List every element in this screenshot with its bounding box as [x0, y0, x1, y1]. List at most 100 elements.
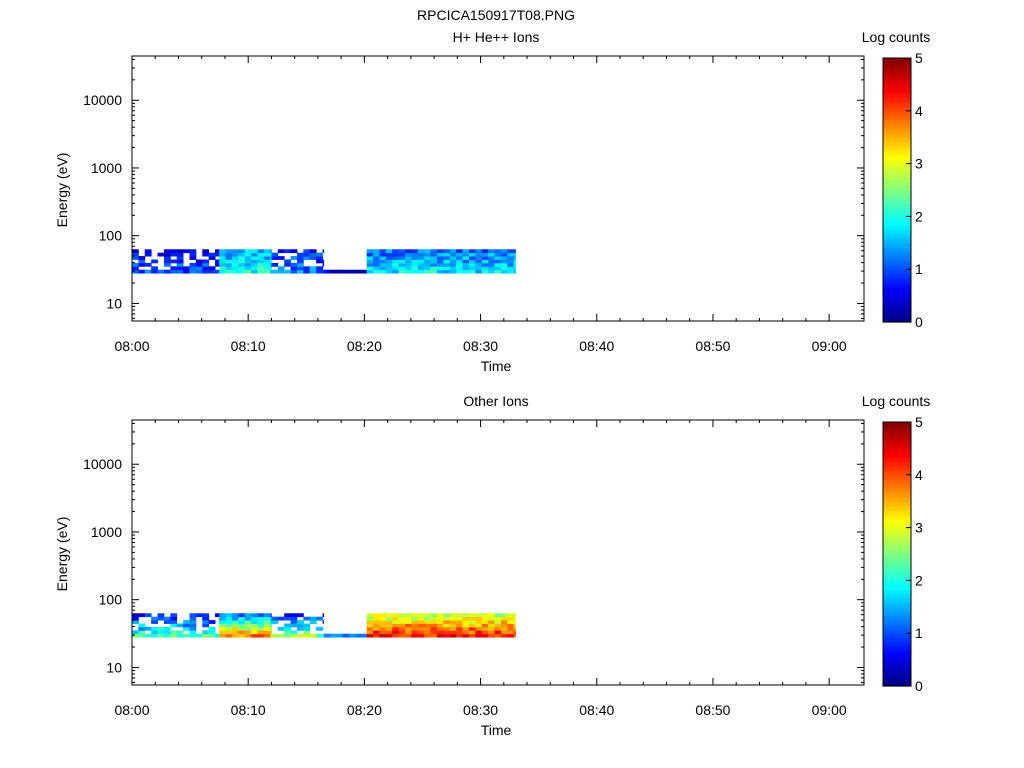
heatmap-cell	[392, 626, 400, 631]
heatmap-cell	[456, 259, 463, 264]
heatmap-cell	[488, 626, 495, 631]
heatmap-cell	[481, 262, 489, 267]
heatmap-cell	[170, 613, 178, 618]
heatmap-cell	[303, 633, 311, 638]
heatmap-cell	[219, 616, 226, 621]
heatmap-cell	[475, 630, 483, 635]
heatmap-cell	[225, 259, 233, 264]
heatmap-cell	[449, 623, 457, 628]
heatmap-cell	[296, 626, 304, 631]
heatmap-cell	[257, 259, 265, 264]
heatmap-cell	[138, 256, 146, 260]
heatmap-cell	[379, 623, 387, 628]
heatmap-cell	[373, 616, 380, 621]
heatmap-cell	[507, 259, 515, 264]
colorbar-step	[883, 655, 911, 661]
heatmap-cell	[488, 262, 495, 267]
colorbar-step	[883, 317, 911, 323]
heatmap-cell	[437, 256, 444, 260]
heatmap-cell	[163, 626, 171, 631]
heatmap-cell	[296, 266, 304, 271]
heatmap-cell	[219, 252, 226, 257]
heatmap-cell	[183, 266, 190, 271]
heatmap-cell	[430, 616, 438, 621]
heatmap-cell	[405, 269, 412, 274]
heatmap-cell	[488, 613, 495, 618]
heatmap-cell	[202, 630, 210, 635]
colorbar-step	[883, 448, 911, 454]
y-tick-label: 10000	[83, 92, 122, 108]
heatmap-cell	[424, 256, 432, 260]
heatmap-cell	[424, 259, 432, 264]
heatmap-cell	[322, 620, 325, 624]
heatmap-cell	[366, 620, 374, 624]
heatmap-cell	[366, 256, 374, 260]
heatmap-cell	[411, 269, 419, 274]
heatmap-cell	[251, 252, 258, 257]
heatmap-cell	[449, 259, 457, 264]
heatmap-cell	[385, 259, 393, 264]
heatmap-cell	[290, 623, 298, 628]
heatmap-cell	[296, 613, 304, 618]
heatmap-cell	[379, 262, 387, 267]
colorbar-step	[883, 141, 911, 147]
heatmap-cell	[494, 630, 502, 635]
heatmap-cell	[475, 620, 483, 624]
heatmap-cell	[231, 252, 239, 257]
heatmap-cell	[138, 262, 146, 267]
heatmap-cell	[263, 633, 271, 638]
heatmap-cell	[163, 262, 171, 267]
colorbar-step	[883, 567, 911, 573]
heatmap-cell	[195, 269, 203, 274]
heatmap-cell	[157, 269, 165, 274]
colorbar-step	[883, 584, 911, 590]
heatmap-cell	[270, 262, 272, 267]
x-tick-label: 09:00	[812, 702, 847, 718]
heatmap-cell	[462, 266, 470, 271]
heatmap-cell	[443, 259, 451, 264]
colorbar-step	[883, 466, 911, 471]
x-axis-label: Time	[481, 358, 512, 374]
heatmap-cell	[284, 630, 291, 635]
heatmap-cell	[219, 623, 226, 628]
heatmap-cell	[468, 613, 476, 618]
heatmap-cell	[277, 269, 285, 274]
heatmap-cell	[443, 613, 451, 618]
heatmap-cell	[157, 613, 165, 618]
heatmap-cell	[231, 259, 239, 264]
heatmap-cell	[437, 252, 444, 257]
heatmap-cell	[225, 633, 233, 638]
heatmap-cell	[330, 633, 337, 638]
colorbar-step	[883, 642, 911, 647]
heatmap-cell	[468, 620, 476, 624]
x-tick-label: 09:00	[812, 338, 847, 354]
heatmap-cell	[468, 623, 476, 628]
heatmap-cell	[238, 623, 246, 628]
colorbar-step	[883, 308, 911, 314]
heatmap-cell	[296, 633, 304, 638]
heatmap-cell	[132, 613, 139, 618]
heatmap-cell	[462, 259, 470, 264]
heatmap-cell	[322, 269, 325, 274]
heatmap-cell	[270, 252, 272, 257]
heatmap-cell	[208, 633, 216, 638]
heatmap-cell	[424, 620, 432, 624]
heatmap-cell	[481, 623, 489, 628]
heatmap-cell	[309, 269, 317, 274]
colorbar-step	[883, 185, 911, 191]
colorbar-step	[883, 93, 911, 99]
x-tick-label: 08:20	[347, 702, 382, 718]
heatmap-cell	[270, 630, 272, 635]
colorbar-frame	[882, 421, 912, 687]
heatmap-cell	[189, 266, 197, 271]
colorbar-step	[883, 71, 911, 77]
heatmap-cell	[443, 252, 451, 257]
colorbar-step	[883, 229, 911, 235]
heatmap-cell	[411, 262, 419, 267]
heatmap-cell	[424, 252, 432, 257]
heatmap-cell	[366, 259, 374, 264]
x-tick-label: 08:20	[347, 338, 382, 354]
heatmap-cell	[189, 613, 197, 618]
heatmap-cell	[398, 630, 406, 635]
heatmap-cell	[163, 630, 171, 635]
